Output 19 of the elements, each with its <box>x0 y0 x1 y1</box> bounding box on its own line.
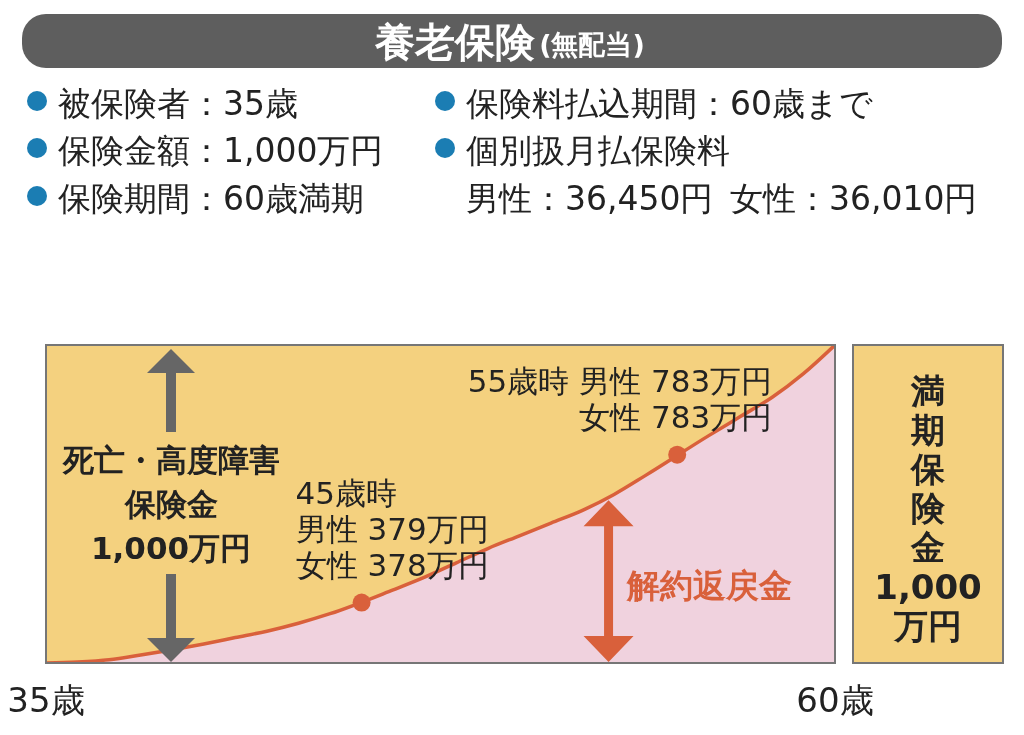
series-label: 解約返戻金 <box>625 566 792 605</box>
x-tick-label: 35歳 <box>7 680 85 720</box>
annotation: 男性 379万円 <box>295 510 489 547</box>
text: 女性：36,010円 <box>730 179 978 218</box>
annotation: 女性 783万円 <box>579 398 773 435</box>
annotation: 55歳時 男性 783万円 <box>467 362 773 399</box>
text: 満期保険金 1,000 万円 <box>874 371 982 646</box>
text: 保険金額：1,000万円 <box>58 131 384 170</box>
chart-title: 養老保険 <box>374 19 537 65</box>
text: 保険料払込期間：60歳まで <box>466 84 873 123</box>
text: 男性：36,450円 <box>466 179 714 218</box>
band-label: 死亡・高度障害保険金 1,000万円 <box>61 442 280 566</box>
text: 保険期間：60歳満期 <box>58 179 364 218</box>
text: 個別扱月払保険料 <box>466 131 730 170</box>
text: 被保険者：35歳 <box>58 84 298 123</box>
annotation: 45歳時 <box>295 474 398 511</box>
x-tick-label: 60歳 <box>796 680 874 720</box>
annotation: 女性 378万円 <box>295 546 489 583</box>
chart-subtitle: (無配当) <box>539 29 645 60</box>
